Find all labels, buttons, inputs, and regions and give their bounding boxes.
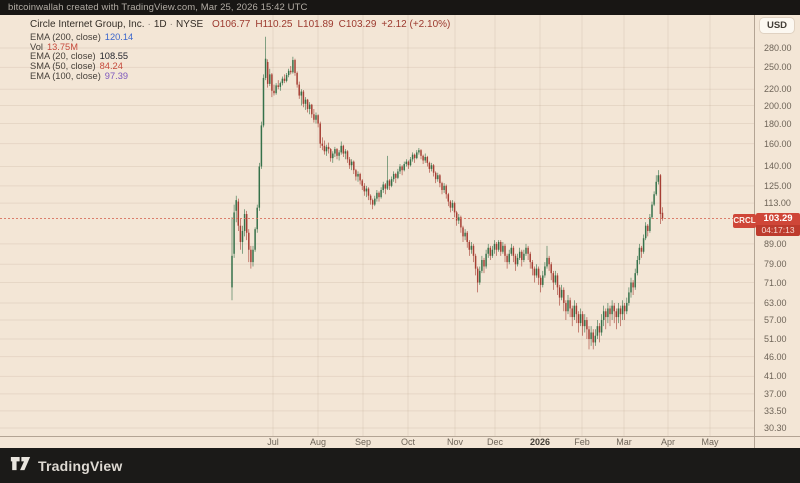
price-axis-tick: 33.50 (764, 405, 787, 416)
price-axis-tick: 71.00 (764, 277, 787, 288)
header-bar: bitcoinwallah created with TradingView.c… (0, 0, 800, 15)
symbol-title-row[interactable]: Circle Internet Group, Inc. · 1D · NYSE O106… (30, 19, 455, 30)
price-axis-tick: 280.00 (764, 43, 792, 53)
countdown-timer: 04:17:13 (756, 225, 800, 236)
price-axis-tick: 46.00 (764, 351, 787, 362)
price-axis-tick: 250.00 (764, 62, 792, 73)
exchange-label: NYSE (175, 19, 204, 30)
legend-indicator-row[interactable]: SMA (50, close) 84.24 (30, 61, 455, 72)
ohlc-value: O106.77 (212, 19, 251, 30)
attribution-text: bitcoinwallah created with TradingView.c… (8, 2, 308, 13)
price-axis-tick: 37.00 (764, 388, 787, 399)
legend-indicator-row[interactable]: EMA (20, close) 108.55 (30, 52, 455, 62)
price-axis-tick: 113.00 (764, 198, 791, 209)
price-axis-tick: 57.00 (764, 315, 787, 326)
tradingview-logo-icon (10, 456, 31, 476)
separator: · (147, 19, 151, 30)
change-value: +2.12 (+2.10%) (381, 19, 451, 30)
price-axis-tick: 63.00 (764, 297, 787, 308)
ohlc-value: H110.25 (255, 19, 293, 30)
price-axis-tick: 89.00 (764, 238, 787, 249)
legend-indicator-row[interactable]: Vol 13.75M (30, 41, 455, 53)
legend-indicator-row[interactable]: EMA (200, close) 120.14 (30, 32, 455, 43)
time-axis-label: Apr (660, 437, 676, 447)
footer-bar: TradingView (0, 448, 800, 483)
price-axis-tick: 220.00 (764, 84, 792, 95)
time-axis-label: Oct (400, 437, 416, 447)
tradingview-brand-text: TradingView (38, 457, 123, 474)
price-axis-tick: 79.00 (764, 259, 787, 270)
time-axis-label: Feb (574, 437, 590, 447)
price-axis-tick: 30.30 (764, 423, 787, 434)
legend-indicator-row[interactable]: EMA (100, close) 97.39 (30, 70, 455, 82)
price-axis-border (754, 15, 755, 448)
price-axis-tick: 125.00 (764, 180, 792, 191)
indicator-value: 120.14 (104, 32, 134, 42)
interval-label: 1D (153, 19, 167, 30)
ohlc-readout: O106.77 H110.25 L101.89 C103.29 +2.12 (+2.10… (212, 19, 455, 30)
price-scale[interactable]: 280.00 250.00 220.00 200.00 180.00 160.00 140.… (755, 15, 800, 436)
time-axis-label: 2026 (529, 437, 551, 447)
price-axis-tick: 200.00 (764, 100, 792, 111)
time-axis[interactable]: Jul Aug Sep Oct Nov Dec 2026 Feb Mar Apr May (0, 436, 800, 448)
price-axis-tick: 140.00 (764, 161, 792, 172)
price-axis-tick: 51.00 (764, 334, 787, 345)
time-axis-label: Sep (354, 437, 372, 447)
last-price-value: 103.29 (756, 213, 800, 225)
time-axis-label: Nov (446, 437, 464, 447)
indicator-label: EMA (20, close) (30, 51, 96, 62)
indicator-label: SMA (50, close) (30, 61, 96, 72)
indicator-list: EMA (200, close) 120.14 Vol 13.75M EMA (20, … (30, 32, 455, 82)
time-axis-label: Dec (486, 437, 504, 447)
time-axis-label: May (701, 437, 719, 447)
indicator-value: 108.55 (99, 51, 129, 62)
indicator-value: 13.75M (46, 41, 78, 52)
price-axis-tick: 180.00 (764, 118, 792, 129)
current-price-label: 103.29 04:17:13 (756, 213, 800, 236)
ticker-badge: CRCL (733, 214, 756, 228)
symbol-name: Circle Internet Group, Inc. (30, 19, 145, 30)
price-axis-tick: 41.00 (764, 371, 787, 382)
tradingview-link[interactable]: TradingView (10, 448, 122, 483)
ohlc-value: C103.29 (338, 19, 377, 30)
separator: · (169, 19, 173, 30)
currency-button[interactable]: USD (760, 18, 794, 33)
price-axis-tick: 160.00 (764, 138, 792, 149)
indicator-label: EMA (200, close) (30, 32, 101, 42)
indicator-label: EMA (100, close) (30, 70, 101, 81)
time-axis-border (0, 436, 800, 437)
indicator-value: 97.39 (104, 70, 129, 81)
time-axis-label: Mar (616, 437, 632, 447)
indicator-label: Vol (30, 41, 43, 52)
time-axis-label: Aug (309, 437, 327, 447)
time-axis-label: Jul (267, 437, 279, 447)
indicator-value: 84.24 (99, 61, 123, 72)
ohlc-value: L101.89 (297, 19, 334, 30)
legend: Circle Internet Group, Inc. · 1D · NYSE O106… (30, 19, 455, 81)
